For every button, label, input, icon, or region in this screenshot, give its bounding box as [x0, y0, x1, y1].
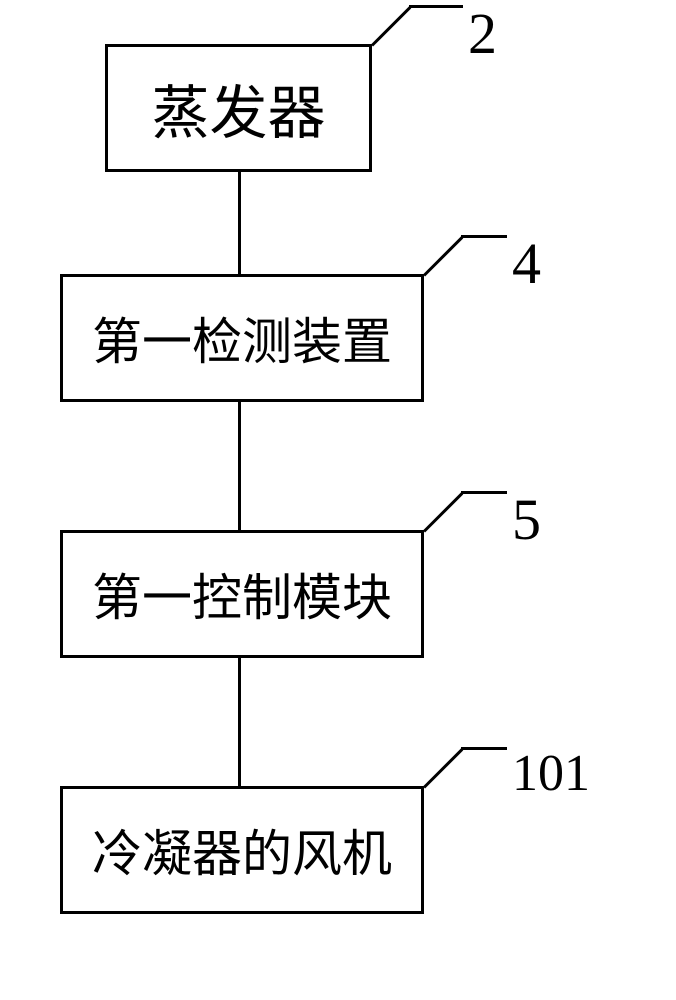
box-first-control-text: 第一控制模块: [92, 558, 392, 630]
callout-diag-2: [423, 236, 463, 276]
box-condenser-fan-text: 冷凝器的风机: [92, 814, 392, 886]
callout-diag-3: [423, 492, 463, 532]
box-condenser-fan: 冷凝器的风机: [60, 786, 424, 914]
callout-diag-1: [371, 6, 411, 46]
label-4: 4: [512, 230, 541, 297]
callout-diag-4: [423, 748, 463, 788]
callout-h-2: [461, 235, 507, 238]
callout-h-1: [409, 5, 463, 8]
connector-1-2: [238, 172, 241, 274]
callout-h-4: [461, 747, 507, 750]
box-first-detection-text: 第一检测装置: [92, 302, 392, 374]
connector-2-3: [238, 402, 241, 530]
label-101: 101: [512, 744, 590, 803]
box-evaporator-text: 蒸发器: [151, 66, 325, 150]
box-first-control-module: 第一控制模块: [60, 530, 424, 658]
label-2: 2: [468, 0, 497, 67]
diagram-canvas: 蒸发器 2 第一检测装置 4 第一控制模块 5 冷凝器的风机 101: [0, 0, 676, 1000]
label-5: 5: [512, 486, 541, 553]
box-evaporator: 蒸发器: [105, 44, 372, 172]
box-first-detection-device: 第一检测装置: [60, 274, 424, 402]
connector-3-4: [238, 658, 241, 786]
callout-h-3: [461, 491, 507, 494]
